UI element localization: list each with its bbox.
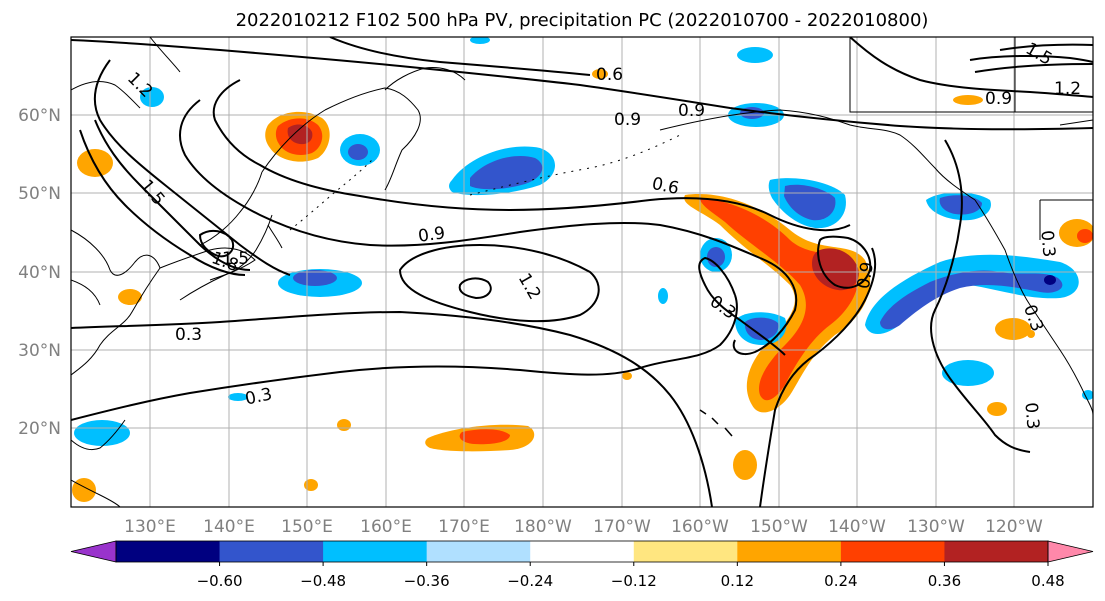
precip-negative (942, 360, 994, 386)
colorbar-cell (840, 541, 945, 562)
precip-blob (1027, 330, 1035, 338)
colorbar-tick-label: −0.48 (300, 572, 346, 590)
lon-label: 140°E (203, 517, 255, 537)
lon-label: 180°W (514, 517, 572, 537)
colorbar-tick-label: −0.60 (197, 572, 243, 590)
colorbar-tick-label: −0.12 (611, 572, 657, 590)
colorbar-cell (530, 541, 635, 562)
lon-labels: 130°E 140°E 150°E 160°E 170°E 180°W 170°… (124, 517, 1043, 537)
precip-negative (470, 37, 490, 44)
precip-blob (733, 450, 757, 480)
colorbar-ticks: −0.60 −0.48 −0.36 −0.24 −0.12 0.12 0.24 0.36 0.4… (197, 562, 1065, 590)
precip-negative (228, 393, 248, 401)
colorbar-tick-label: −0.24 (507, 572, 553, 590)
colorbar-extend-min (70, 540, 117, 563)
precip-positive-max (812, 248, 859, 291)
contour-label: 1.2 (1054, 79, 1081, 99)
lon-label: 140°W (828, 517, 886, 537)
lat-labels: 60°N 50°N 40°N 30°N 20°N (18, 106, 61, 439)
lon-label: 160°W (671, 517, 729, 537)
precip-negative-core (293, 270, 337, 286)
map-frame (70, 36, 1094, 508)
contour-label: 0.9 (417, 223, 447, 247)
precip-negative-core (707, 247, 725, 267)
colorbar-cell (737, 541, 842, 562)
precip-negative-core (470, 156, 543, 190)
colorbar-cell (323, 541, 428, 562)
lon-label: 170°W (593, 517, 651, 537)
lon-label: 160°E (360, 517, 412, 537)
colorbar-tick-label: 0.36 (928, 572, 961, 590)
contour-label: 0.9 (985, 89, 1012, 109)
precip-blob (953, 95, 983, 105)
lat-label: 40°N (18, 263, 61, 283)
contour-label: 0.3 (175, 325, 202, 345)
precip-negative-core (880, 270, 1063, 330)
contour-label: 0.6 (596, 65, 623, 85)
colorbar-tick-label: 0.12 (721, 572, 754, 590)
map-panel: 1.2 1.5 1.8 1.5 0.3 0.3 0.9 0.6 0.9 0.6 … (18, 36, 1094, 537)
precip-blob (995, 318, 1031, 340)
precip-negative (74, 420, 130, 446)
precip-positive-band (684, 194, 871, 413)
colorbar-extend-max (1047, 540, 1094, 563)
colorbar-tick-label: −0.36 (404, 572, 450, 590)
precip-negative (658, 288, 668, 304)
precip-negative-core (744, 317, 779, 340)
precip-negative (140, 87, 164, 107)
colorbar: −0.60 −0.48 −0.36 −0.24 −0.12 0.12 0.24 0.36 0.4… (70, 540, 1094, 590)
colorbar-cell (116, 541, 221, 562)
lon-label: 130°W (907, 517, 965, 537)
figure-title: 2022010212 F102 500 hPa PV, precipitatio… (236, 10, 929, 31)
precip-negative-max (1044, 275, 1056, 285)
lon-label: 170°E (438, 517, 490, 537)
colorbar-cell (944, 541, 1049, 562)
contour-label: 0.3 (1020, 402, 1042, 431)
lon-label: 150°E (281, 517, 333, 537)
precip-negative (1082, 390, 1093, 400)
lon-label: 120°W (985, 517, 1043, 537)
precip-blob (592, 69, 608, 79)
precip-negative-core (784, 184, 836, 221)
precip-kamchatka-max (287, 124, 313, 145)
precip-blob (622, 372, 632, 380)
precip-subtropical-core (459, 429, 510, 445)
precip-negative-core (348, 144, 368, 160)
precip-blob (72, 478, 96, 502)
coastlines (71, 37, 1093, 507)
colorbar-cell (426, 541, 531, 562)
contour-label: 0.3 (1036, 229, 1058, 258)
colorbar-cell (219, 541, 324, 562)
lat-label: 20°N (18, 419, 61, 439)
gridlines (71, 37, 1093, 507)
lon-label: 130°E (124, 517, 176, 537)
colorbar-cells (70, 540, 1094, 563)
precip-negative (737, 47, 773, 63)
lon-label: 150°W (750, 517, 808, 537)
pv-contours (71, 37, 1093, 507)
precip-blob (1077, 229, 1093, 243)
precip-blob (987, 402, 1007, 416)
lat-label: 50°N (18, 184, 61, 204)
lat-label: 60°N (18, 106, 61, 126)
colorbar-tick-label: 0.24 (824, 572, 857, 590)
contour-label: 0.9 (614, 110, 641, 130)
precip-blob (337, 419, 351, 431)
lat-label: 30°N (18, 341, 61, 361)
precip-shading (72, 37, 1093, 502)
precip-blob (304, 479, 318, 491)
contour-label: 1.5 (222, 249, 249, 269)
contour-label: 0.9 (854, 260, 878, 290)
precip-negative-core (939, 195, 982, 215)
colorbar-cell (633, 541, 738, 562)
colorbar-frame (115, 540, 1049, 563)
contour-label: 0.9 (678, 101, 705, 121)
colorbar-tick-label: 0.48 (1031, 572, 1064, 590)
precip-blob (118, 289, 142, 305)
